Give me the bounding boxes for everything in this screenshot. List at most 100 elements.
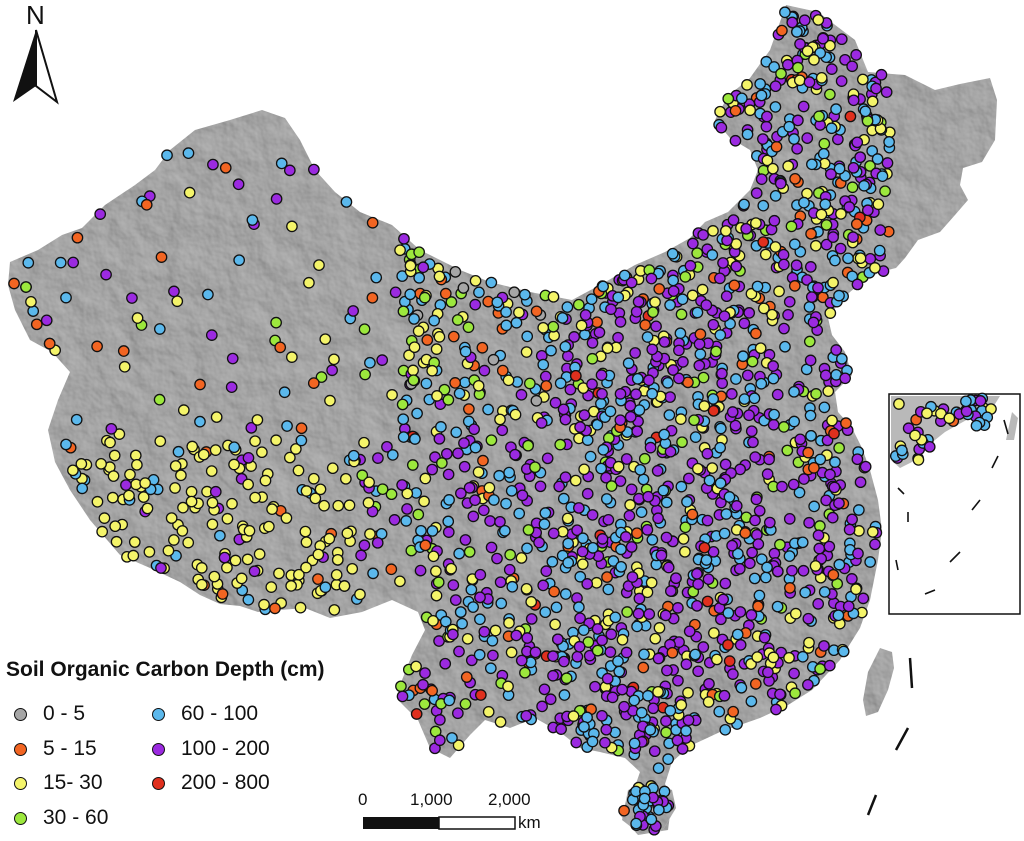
sample-point	[814, 663, 826, 675]
sample-point	[283, 164, 296, 177]
sample-point	[850, 583, 862, 596]
sample-point	[843, 523, 856, 536]
sample-point	[510, 316, 523, 329]
sample-point	[847, 231, 859, 243]
sample-point	[788, 238, 801, 251]
sample-point	[124, 468, 136, 481]
sample-point	[607, 555, 620, 567]
sample-point	[300, 536, 313, 549]
sample-point	[127, 549, 140, 562]
sample-point	[110, 535, 123, 548]
sample-point	[774, 538, 786, 551]
sample-point	[362, 496, 375, 509]
sample-point	[154, 435, 167, 448]
sample-point	[597, 280, 609, 293]
sample-point	[537, 579, 550, 592]
sample-point	[619, 531, 632, 543]
sample-point	[155, 251, 168, 263]
sample-point	[500, 319, 513, 332]
sample-point	[789, 607, 802, 620]
sample-point	[505, 484, 518, 497]
sample-point	[846, 270, 859, 283]
sample-point	[658, 336, 671, 348]
sample-point	[582, 636, 595, 648]
sample-point	[721, 234, 733, 247]
sample-point	[666, 646, 679, 659]
sample-point	[783, 513, 796, 525]
sample-point	[665, 585, 677, 597]
sample-point	[561, 512, 574, 525]
sample-point	[773, 285, 785, 298]
sample-point	[757, 133, 769, 145]
sample-point	[540, 380, 553, 392]
sample-point	[558, 655, 570, 668]
sample-point	[720, 225, 732, 237]
sample-point	[817, 147, 830, 160]
scale-unit: km	[518, 813, 541, 832]
sample-point	[604, 405, 617, 418]
sample-point	[600, 493, 613, 505]
sample-point	[426, 463, 439, 476]
sample-point	[781, 444, 794, 457]
scale-label-0: 0	[358, 790, 368, 809]
sample-point	[194, 415, 206, 428]
sample-point	[308, 163, 320, 176]
sample-point	[644, 724, 657, 736]
sample-point	[430, 343, 443, 355]
sample-point	[504, 548, 517, 561]
sample-point	[419, 667, 431, 679]
sample-point	[675, 308, 688, 321]
sample-point	[624, 399, 637, 412]
sample-point	[832, 609, 845, 622]
sample-point	[666, 247, 679, 260]
sample-point	[106, 491, 119, 504]
sample-point	[614, 316, 627, 328]
sample-point	[155, 562, 167, 574]
sample-point	[491, 296, 504, 309]
sample-point	[332, 499, 345, 512]
sample-point	[573, 601, 585, 614]
sample-point	[280, 512, 293, 524]
sample-point	[208, 570, 221, 583]
sample-point	[273, 567, 285, 580]
sample-point	[766, 308, 778, 321]
sample-point	[319, 333, 332, 346]
sample-point	[586, 337, 599, 349]
north-arrow-icon	[13, 29, 59, 105]
sample-point	[547, 527, 560, 540]
sample-point	[698, 541, 711, 554]
sample-point	[233, 254, 246, 267]
sample-point	[162, 544, 175, 557]
sample-point	[814, 453, 827, 466]
sample-point	[453, 645, 465, 658]
sample-point	[851, 278, 864, 291]
sample-point	[218, 551, 231, 564]
sample-point	[676, 743, 689, 755]
sample-point	[139, 477, 151, 489]
sample-point	[515, 654, 528, 667]
sample-point	[477, 504, 490, 517]
sample-point	[558, 689, 571, 701]
sample-point	[153, 323, 166, 335]
sample-point	[562, 350, 574, 362]
sample-point	[546, 555, 559, 568]
sample-point	[652, 652, 665, 665]
sample-point	[808, 461, 820, 474]
sample-point	[561, 301, 574, 313]
sample-point	[770, 140, 783, 153]
sample-point	[753, 504, 766, 517]
sample-point	[591, 316, 603, 329]
sample-point	[661, 376, 674, 389]
sample-point	[775, 67, 787, 80]
sample-point	[473, 648, 486, 661]
sample-point	[798, 473, 810, 485]
sample-point	[465, 654, 478, 667]
sample-point	[549, 396, 562, 409]
sample-point	[341, 527, 354, 540]
sample-point	[688, 414, 700, 427]
sample-point	[452, 739, 465, 752]
sample-point	[824, 88, 836, 101]
sample-point	[791, 142, 803, 155]
sample-point	[749, 677, 762, 690]
sample-point	[835, 33, 848, 46]
